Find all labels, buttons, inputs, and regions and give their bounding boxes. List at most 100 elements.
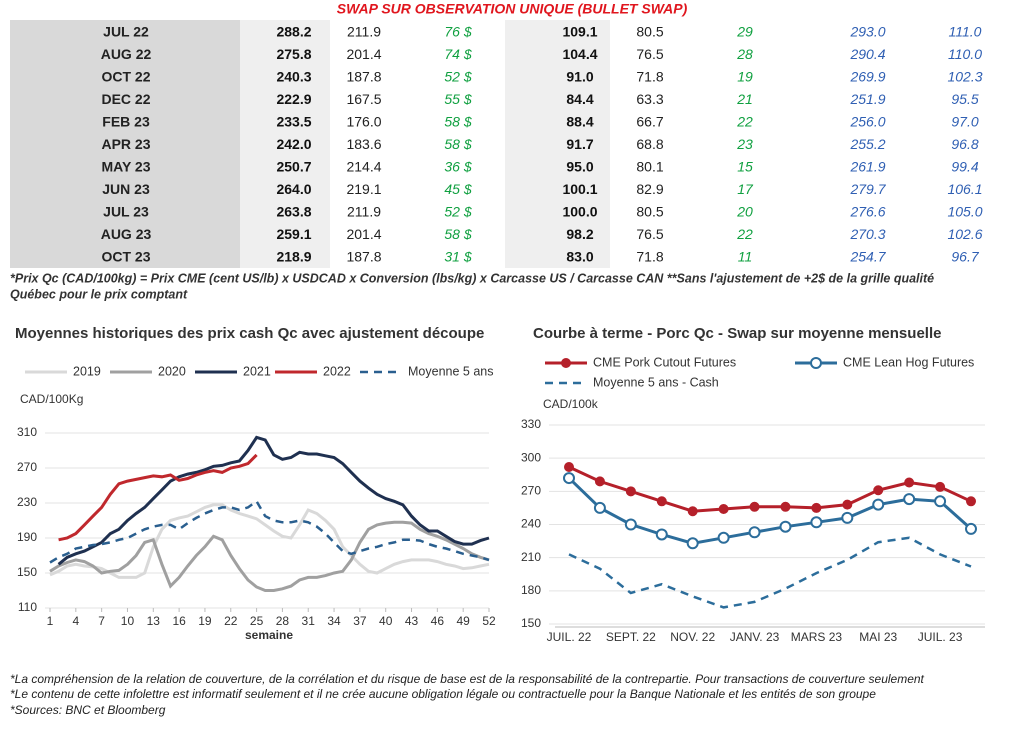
- y-tick-label: 210: [521, 550, 541, 564]
- y-tick-label: 270: [17, 460, 37, 474]
- data-point: [625, 486, 636, 497]
- data-point: [686, 537, 699, 550]
- table-cell: 52 $: [444, 69, 471, 85]
- table-cell: 17: [737, 181, 754, 197]
- table-cell: 58 $: [444, 226, 471, 242]
- table-cell: 251.9: [849, 91, 885, 107]
- data-point: [656, 496, 667, 507]
- y-tick-label: 150: [17, 565, 37, 579]
- table-cell: 279.7: [849, 181, 886, 197]
- table-cell: 254.7: [849, 249, 886, 265]
- y-tick-label: 240: [521, 517, 541, 531]
- table-cell: 11: [738, 249, 753, 265]
- table-cell: 242.0: [276, 136, 311, 152]
- table-cell: 96.8: [951, 136, 978, 152]
- data-point: [564, 462, 574, 473]
- x-tick-label: 25: [250, 614, 264, 628]
- data-point: [966, 496, 976, 507]
- table-cell: 52 $: [444, 204, 471, 220]
- table-cell: 80.1: [636, 159, 663, 175]
- data-point: [810, 516, 823, 529]
- y-tick-label: 230: [17, 495, 37, 509]
- table-cell: 201.4: [346, 46, 381, 62]
- table-cell: 250.7: [276, 159, 311, 175]
- row-label: AUG 23: [101, 226, 152, 242]
- footer-note: *Le contenu de cette infolettre est info…: [10, 687, 876, 701]
- row-label: AUG 22: [101, 46, 152, 62]
- x-tick-label: 43: [405, 614, 419, 628]
- footnote: *Prix Qc (CAD/100kg) = Prix CME (cent US…: [10, 271, 934, 285]
- x-axis-label: semaine: [245, 628, 293, 642]
- data-point: [780, 501, 791, 512]
- table-cell: 36 $: [444, 159, 471, 175]
- data-point: [872, 498, 885, 511]
- table-cell: 45 $: [444, 181, 471, 197]
- legend-label: CME Pork Cutout Futures: [593, 355, 736, 369]
- table-cell: 100.1: [562, 181, 597, 197]
- x-tick-label: NOV. 22: [670, 630, 715, 644]
- y-axis-label: CAD/100k: [543, 397, 599, 411]
- x-tick-label: MAI 23: [859, 630, 897, 644]
- x-tick-label: 22: [224, 614, 238, 628]
- x-tick-label: MARS 23: [791, 630, 843, 644]
- table-cell: 96.7: [951, 249, 979, 265]
- table-cell: 22: [736, 226, 753, 242]
- x-tick-label: 19: [198, 614, 212, 628]
- y-tick-label: 190: [17, 530, 37, 544]
- x-tick-label: 49: [456, 614, 470, 628]
- table-cell: 80.5: [636, 24, 663, 40]
- table-cell: 102.3: [947, 69, 982, 85]
- data-point: [934, 495, 947, 508]
- data-point: [935, 481, 946, 492]
- x-tick-label: JUIL. 22: [547, 630, 592, 644]
- column-bg: [505, 20, 610, 268]
- x-tick-label: 40: [379, 614, 393, 628]
- row-label: OCT 23: [101, 249, 150, 265]
- data-point: [717, 531, 730, 544]
- legend-marker: [561, 358, 571, 368]
- row-label: MAY 23: [101, 159, 150, 175]
- table-cell: 58 $: [444, 136, 471, 152]
- table-cell: 264.0: [276, 181, 311, 197]
- legend-label: 2020: [158, 364, 186, 378]
- table-cell: 211.9: [347, 24, 381, 40]
- table-cell: 80.5: [636, 204, 663, 220]
- table-cell: 63.3: [636, 91, 663, 107]
- table-cell: 183.6: [346, 136, 381, 152]
- table-cell: 97.0: [951, 114, 978, 130]
- footnote: Québec pour le prix comptant: [10, 287, 188, 301]
- data-point: [841, 511, 854, 524]
- table-cell: 76 $: [444, 24, 471, 40]
- table-cell: 84.4: [566, 91, 593, 107]
- table-cell: 100.0: [562, 204, 597, 220]
- table-cell: 106.1: [947, 181, 982, 197]
- data-point: [749, 501, 760, 512]
- table-cell: 233.5: [276, 114, 311, 130]
- table-cell: 66.7: [636, 114, 663, 130]
- table-cell: 187.8: [346, 69, 381, 85]
- legend-label: Moyenne 5 ans - Cash: [593, 375, 719, 389]
- table-cell: 211.9: [347, 204, 381, 220]
- table-cell: 255.2: [849, 136, 885, 152]
- row-label: FEB 23: [102, 114, 150, 130]
- table-cell: 222.9: [276, 91, 311, 107]
- table-cell: 276.6: [849, 204, 885, 220]
- series-line: [568, 536, 972, 609]
- data-point: [594, 476, 605, 487]
- row-label: JUN 23: [102, 181, 150, 197]
- series-line: [568, 465, 972, 513]
- table-cell: 214.4: [346, 159, 381, 175]
- x-tick-label: 10: [121, 614, 135, 628]
- y-tick-label: 110: [18, 600, 37, 614]
- table-cell: 218.9: [276, 249, 311, 265]
- x-tick-label: 13: [147, 614, 161, 628]
- y-tick-label: 270: [521, 484, 541, 498]
- data-point: [748, 526, 761, 539]
- table-cell: 102.6: [947, 226, 982, 242]
- data-point: [779, 520, 792, 533]
- table-cell: 263.8: [276, 204, 311, 220]
- chart-title: Moyennes historiques des prix cash Qc av…: [15, 325, 484, 342]
- footer-note: *La compréhension de la relation de couv…: [10, 672, 925, 686]
- month-column-bg: [10, 20, 240, 268]
- table-cell: 71.8: [636, 69, 663, 85]
